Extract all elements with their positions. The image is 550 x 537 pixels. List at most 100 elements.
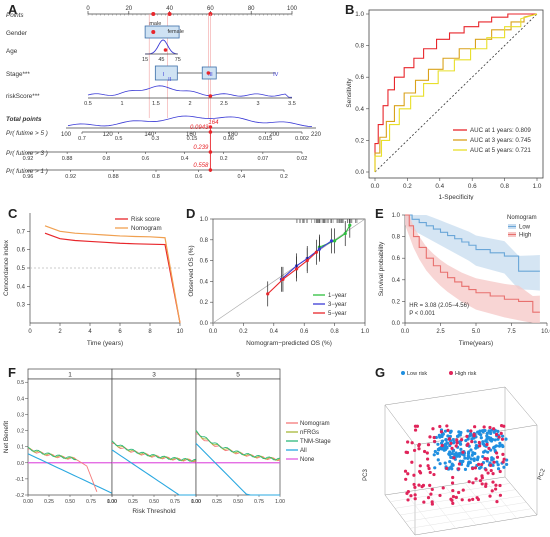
riskscore-density [88,86,292,97]
pca-point-low [498,445,501,448]
pca-point-high [413,449,416,452]
pca-point-high [498,484,501,487]
pca-point-high [461,451,464,454]
y-tick-label: 0.0 [200,321,209,327]
pca-point-low [466,464,469,467]
x-tick-label: 6 [118,329,122,335]
y-tick-label: 0.6 [392,256,401,262]
pca-point-low [437,448,440,451]
pca-point-high [427,464,430,467]
pca-point-high [438,494,441,497]
x-tick-label: 0.50 [149,499,159,505]
pca-point-low [505,463,508,466]
y-tick-label: 0.8 [200,238,209,244]
riskscore-tick-label: 2 [188,101,191,107]
pca-point-high [495,500,498,503]
riskscore-marker [209,94,213,98]
probability-tick-label: 0.2 [280,174,288,180]
riskscore-tick-label: 1.5 [152,101,160,107]
y-tick-label: 0.8 [392,235,401,241]
facet-label: 3 [152,372,156,379]
pca-point-high [404,478,407,481]
pca-point-high [431,488,434,491]
pca-point-high [474,466,477,469]
legend-label: None [300,457,315,463]
pca-point-low [438,436,441,439]
pca-point-low [490,456,493,459]
annotation: P < 0.001 [409,311,435,317]
y-tick-label: 0.8 [355,43,364,50]
pca-point-low [444,461,447,464]
calibration-line [268,252,317,294]
calibration-point [330,239,333,242]
y-tick-label: 0.0 [392,321,401,327]
y-tick-label: 0.3 [17,303,26,309]
pca-floor-grid [405,502,526,521]
probability-value: 0.239 [193,145,209,151]
pca-point-high [468,499,471,502]
legend-label: Nomogram [300,421,330,427]
points-tick-label: 80 [248,6,255,12]
pca-point-high [499,494,502,497]
total-points-tick-label: 220 [311,132,322,138]
pca-point-low [438,462,441,465]
pca-point-high [422,500,425,503]
legend-label: AUC at 5 years: 0.721 [470,147,531,154]
pca-point-high [452,456,455,459]
x-tick-label: 0.4 [270,329,279,335]
pca-point-low [504,438,507,441]
pca-point-low [501,445,504,448]
pca-point-high [441,444,444,447]
calibration-point [306,259,309,262]
pca-point-high [405,451,408,454]
z-axis-label: PC2 [537,468,547,482]
x-tick-label: 0.0 [371,183,380,190]
facet-panel [28,379,112,495]
stage-label: IV [273,72,279,78]
probability-tick-label: 0.02 [297,156,308,162]
pca-point-high [456,441,459,444]
pca-point-high [432,473,435,476]
pca-point-high [486,457,489,460]
probability-marker [209,150,213,154]
pca-chart: Low riskHigh riskPC1PC3PC2 [345,365,550,537]
pca-floor-grid [465,483,496,522]
pca-point-high [495,433,498,436]
pca-point-low [446,442,449,445]
age-density [145,40,178,54]
pca-point-low [441,433,444,436]
nomogram-row-label: Age [6,48,18,55]
pca-point-low [436,443,439,446]
pca-point-low [478,430,481,433]
pca-point-high [479,479,482,482]
x-tick-label: 0.6 [300,329,309,335]
y-tick-label: 0.4 [17,284,26,290]
y-tick-label: 0.2 [200,300,209,306]
concordance-line [45,233,180,323]
calibration-point [344,232,347,235]
y-axis-label: Net Benefit [3,421,10,453]
pca-point-high [496,456,499,459]
pca-point-high [451,489,454,492]
pca-point-low [467,455,470,458]
pca-point-high [427,467,430,470]
x-axis-label: Time (years) [87,340,123,347]
pca-floor-grid [410,509,532,529]
x-tick-label: 0.4 [435,183,444,190]
pca-point-high [420,485,423,488]
y-tick-label: 1.0 [200,217,209,223]
pca-point-low [480,436,483,439]
pca-point-high [433,440,436,443]
x-tick-label: 0.75 [170,499,180,505]
pca-point-high [483,425,486,428]
pca-point-high [491,480,494,483]
riskscore-tick-label: 1 [120,101,123,107]
pca-point-low [437,458,440,461]
x-tick-label: 0.2 [239,329,248,335]
x-tick-label: 0.25 [44,499,54,505]
pca-point-high [417,447,420,450]
y-tick-label: 0.7 [17,229,26,235]
pca-point-high [414,425,417,428]
roc-chart: 0.0 0.0 0.2 0.2 0.4 0.4 0.6 0.6 0.8 0.8 1.0 1.0 1-Sp… [345,0,550,200]
probability-tick-label: 0.4 [238,174,246,180]
